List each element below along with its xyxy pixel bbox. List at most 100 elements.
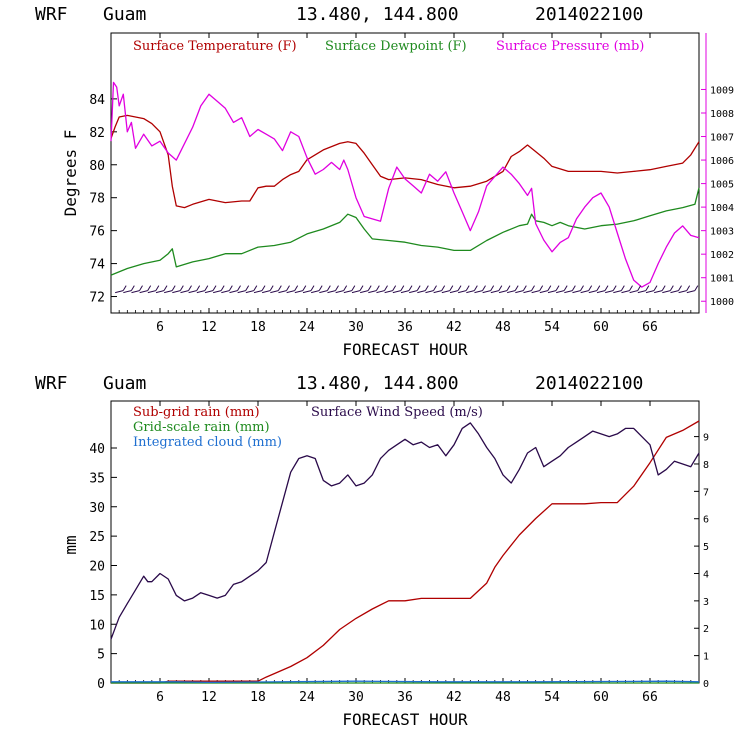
top-header: WRF Guam 13.480, 144.800 2014022100 bbox=[35, 4, 643, 25]
wind-barb-shaft bbox=[204, 290, 214, 294]
wind-barb-flag bbox=[351, 285, 356, 291]
wind-barb-flag bbox=[547, 285, 552, 291]
x-tick-label: 60 bbox=[593, 690, 609, 705]
x-tick-label: 54 bbox=[544, 320, 560, 335]
legend-surface-dewpoint: Surface Dewpoint (F) bbox=[325, 39, 467, 54]
x-tick-label: 12 bbox=[201, 320, 217, 335]
wind-barb-shaft bbox=[237, 290, 246, 294]
wind-barb-flag bbox=[571, 285, 576, 291]
wind-barb-flag bbox=[179, 285, 184, 291]
wind-barb-shaft bbox=[376, 290, 385, 294]
y2-tick-label: 8 bbox=[703, 460, 709, 471]
y2-tick-label: 1008 bbox=[710, 109, 734, 120]
wind-barb-shaft bbox=[654, 290, 663, 294]
wind-barb-shaft bbox=[335, 290, 344, 294]
wind-barb-flag bbox=[318, 285, 323, 291]
wind-barb-shaft bbox=[262, 290, 271, 294]
wind-barb-shaft bbox=[384, 290, 393, 294]
wind-barb-flag bbox=[294, 285, 299, 291]
wind-barb-flag bbox=[694, 285, 699, 291]
wind-barb-shaft bbox=[311, 290, 320, 294]
wind-barb-flag bbox=[277, 285, 282, 291]
wind-barb-flag bbox=[678, 285, 682, 291]
top-chart-panel: 6 12 18 24 30 36 42 48 54 60 66 72 74 76 78 80 82 84 100… bbox=[61, 32, 734, 359]
x-tick-label: 18 bbox=[250, 320, 266, 335]
wind-barb-flag bbox=[384, 285, 388, 291]
wind-barb-flag bbox=[147, 285, 152, 291]
wind-barb-shaft bbox=[123, 290, 132, 294]
series-line-2 bbox=[110, 81, 700, 288]
x-tick-label: 30 bbox=[348, 690, 364, 705]
wind-barb-flag bbox=[220, 285, 225, 291]
wind-barb-shaft bbox=[596, 290, 606, 294]
x-tick-label: 6 bbox=[156, 690, 164, 705]
wind-barb-shaft bbox=[629, 290, 638, 294]
legend-surface-temperature: Surface Temperature (F) bbox=[133, 39, 297, 54]
wind-barb-shaft bbox=[294, 290, 303, 294]
wind-barb-flag bbox=[498, 285, 503, 291]
x-tick-label: 24 bbox=[299, 320, 315, 335]
y-tick-label: 74 bbox=[89, 258, 105, 273]
wind-barb-shaft bbox=[458, 290, 467, 294]
wind-barb-shaft bbox=[662, 290, 671, 294]
wind-barb-flag bbox=[629, 285, 633, 291]
y-tick-label: 76 bbox=[89, 225, 105, 240]
x-tick-label: 48 bbox=[495, 320, 511, 335]
wind-barb-shaft bbox=[229, 290, 238, 294]
wind-barb-flag bbox=[310, 285, 315, 291]
wind-barb-flag bbox=[253, 285, 258, 291]
x-tick-label: 48 bbox=[495, 690, 511, 705]
top-y-axis-label: Degrees F bbox=[61, 130, 80, 217]
wind-barb-flag bbox=[139, 285, 143, 291]
wind-barb-shaft bbox=[466, 290, 475, 294]
y2-tick-label: 1004 bbox=[710, 203, 734, 214]
wind-barb-shaft bbox=[417, 290, 426, 294]
wind-barb-flag bbox=[661, 285, 666, 291]
wind-barb-flag bbox=[522, 285, 527, 291]
wind-barb-flag bbox=[261, 285, 266, 291]
legend-integrated-cloud: Integrated cloud (mm) bbox=[133, 435, 282, 450]
y2-tick-label: 3 bbox=[703, 597, 709, 608]
x-tick-label: 12 bbox=[201, 690, 217, 705]
y-tick-label: 10 bbox=[89, 618, 105, 633]
wind-barb-shaft bbox=[278, 290, 287, 294]
wind-barb-shaft bbox=[343, 290, 352, 294]
top-coords-label: 13.480, 144.800 bbox=[296, 4, 459, 25]
wind-barb-shaft bbox=[637, 290, 646, 294]
wind-barb-flag bbox=[155, 285, 160, 291]
y2-tick-label: 0 bbox=[703, 679, 709, 690]
wind-barb-shaft bbox=[253, 290, 263, 294]
wind-barb-flag bbox=[375, 285, 380, 291]
y-tick-label: 30 bbox=[89, 501, 105, 516]
wind-barb-shaft bbox=[433, 290, 442, 294]
wind-barb-shaft bbox=[556, 290, 565, 294]
wind-barb-shaft bbox=[670, 290, 679, 294]
wind-barb-flag bbox=[188, 285, 192, 291]
bottom-y-axis-label: mm bbox=[61, 535, 80, 554]
y-tick-label: 40 bbox=[89, 442, 105, 457]
wind-barb-flag bbox=[482, 285, 486, 291]
wind-barb-flag bbox=[130, 285, 135, 291]
wind-barb-flag bbox=[335, 285, 339, 291]
x-tick-label: 36 bbox=[397, 320, 413, 335]
wind-barb-shaft bbox=[523, 290, 532, 294]
wind-barb-shaft bbox=[164, 290, 173, 294]
y-tick-label: 72 bbox=[89, 291, 105, 306]
y2-tick-label: 1007 bbox=[710, 133, 734, 144]
wind-barb-shaft bbox=[155, 290, 165, 294]
bottom-station-label: Guam bbox=[103, 373, 146, 394]
wind-barb-shaft bbox=[645, 290, 655, 294]
wind-barb-shaft bbox=[221, 290, 230, 294]
wind-barb-flag bbox=[122, 285, 127, 291]
y-tick-label: 5 bbox=[97, 648, 105, 663]
bottom-header: WRF Guam 13.480, 144.800 2014022100 bbox=[35, 373, 643, 394]
wind-barb-shaft bbox=[139, 290, 148, 294]
top-y-ticks: 72 74 76 78 80 82 84 bbox=[89, 93, 117, 306]
wind-barb-flag bbox=[539, 285, 544, 291]
bottom-x-axis-label: FORECAST HOUR bbox=[342, 710, 468, 729]
top-y2-ticks: 1000 1001 1002 1003 1004 1005 1006 1007 1008 1009 bbox=[701, 85, 734, 308]
x-tick-label: 54 bbox=[544, 690, 560, 705]
y2-tick-label: 7 bbox=[703, 487, 709, 498]
wind-barb-flag bbox=[237, 285, 241, 291]
series-line-0 bbox=[110, 114, 700, 209]
